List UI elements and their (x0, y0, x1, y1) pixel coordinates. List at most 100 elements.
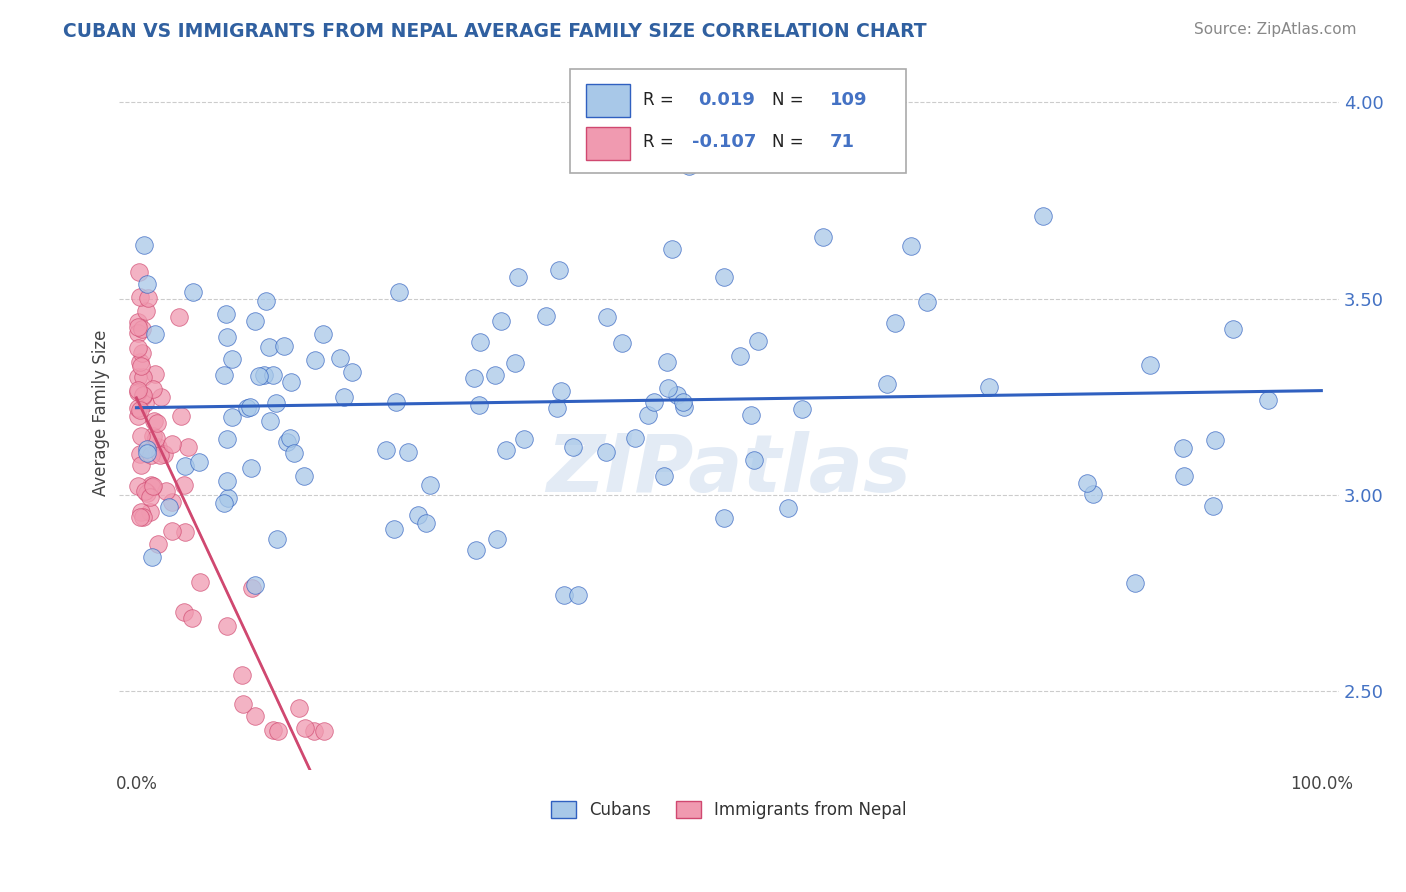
Point (713, 510, 735, 524)
Text: ZIPatlas: ZIPatlas (547, 431, 911, 508)
Point (643, 394, 665, 409)
Point (257, 340, 280, 354)
Point (142, 429, 165, 443)
Point (132, 238, 155, 252)
Point (267, 723, 290, 738)
Point (264, 396, 287, 410)
Point (127, 370, 149, 384)
Point (142, 479, 165, 493)
Point (1257, 393, 1279, 408)
Point (127, 409, 149, 424)
Point (188, 574, 211, 589)
Point (1173, 469, 1195, 483)
Point (661, 242, 683, 256)
Point (129, 458, 152, 472)
Point (215, 474, 238, 488)
Point (212, 368, 235, 382)
Point (550, 384, 572, 398)
Point (136, 291, 159, 305)
Y-axis label: Average Family Size: Average Family Size (93, 329, 110, 496)
Point (562, 440, 585, 454)
Point (243, 709, 266, 723)
Point (495, 442, 517, 457)
Point (546, 401, 568, 415)
Legend: Cubans, Immigrants from Nepal: Cubans, Immigrants from Nepal (544, 795, 914, 826)
Point (1076, 476, 1098, 491)
Text: 71: 71 (830, 134, 855, 152)
Text: N =: N = (772, 134, 803, 152)
Text: N =: N = (772, 91, 803, 109)
Point (652, 469, 675, 483)
Point (382, 522, 405, 536)
Point (468, 335, 491, 350)
Point (243, 314, 266, 328)
Point (637, 409, 659, 423)
Point (665, 388, 688, 402)
Text: R =: R = (644, 91, 675, 109)
Point (292, 468, 315, 483)
Point (1081, 487, 1104, 501)
Point (188, 455, 211, 469)
Point (221, 352, 243, 367)
Point (243, 578, 266, 592)
Point (217, 619, 239, 633)
Point (127, 383, 149, 397)
Point (236, 401, 259, 416)
Point (1222, 322, 1244, 336)
Point (136, 442, 159, 456)
Point (302, 723, 325, 738)
Point (155, 484, 177, 499)
Point (1204, 433, 1226, 447)
Point (278, 431, 301, 445)
Text: CUBAN VS IMMIGRANTS FROM NEPAL AVERAGE FAMILY SIZE CORRELATION CHART: CUBAN VS IMMIGRANTS FROM NEPAL AVERAGE F… (63, 22, 927, 41)
Point (740, 408, 762, 422)
Point (181, 285, 204, 300)
Point (884, 316, 907, 330)
Point (655, 354, 678, 368)
Point (150, 390, 173, 404)
Point (157, 500, 180, 514)
Point (146, 417, 169, 431)
Point (232, 697, 254, 711)
Point (333, 390, 356, 404)
Point (513, 432, 536, 446)
Point (288, 700, 311, 714)
Point (1171, 441, 1194, 455)
Point (132, 388, 155, 402)
Text: 0.019: 0.019 (699, 91, 755, 109)
Point (139, 477, 162, 491)
Point (742, 453, 765, 467)
Point (173, 478, 195, 492)
Point (406, 508, 429, 522)
Point (135, 485, 157, 500)
Point (167, 310, 190, 325)
Point (463, 371, 485, 385)
Point (143, 414, 166, 428)
Text: -0.107: -0.107 (692, 134, 756, 152)
FancyBboxPatch shape (586, 85, 630, 117)
Point (217, 491, 239, 505)
Point (415, 516, 437, 530)
Point (131, 346, 153, 360)
Point (143, 326, 166, 341)
Point (672, 395, 695, 409)
Point (127, 401, 149, 416)
Point (900, 239, 922, 253)
Point (129, 403, 152, 417)
Point (131, 505, 153, 519)
Point (465, 543, 488, 558)
Point (283, 446, 305, 460)
Point (484, 368, 506, 383)
Point (131, 370, 153, 384)
Point (623, 431, 645, 445)
Point (132, 510, 155, 524)
Point (567, 588, 589, 602)
Point (1139, 358, 1161, 372)
Point (713, 269, 735, 284)
Point (239, 461, 262, 475)
Point (127, 341, 149, 355)
Point (136, 446, 159, 460)
Point (876, 376, 898, 391)
Point (141, 480, 163, 494)
Point (247, 368, 270, 383)
